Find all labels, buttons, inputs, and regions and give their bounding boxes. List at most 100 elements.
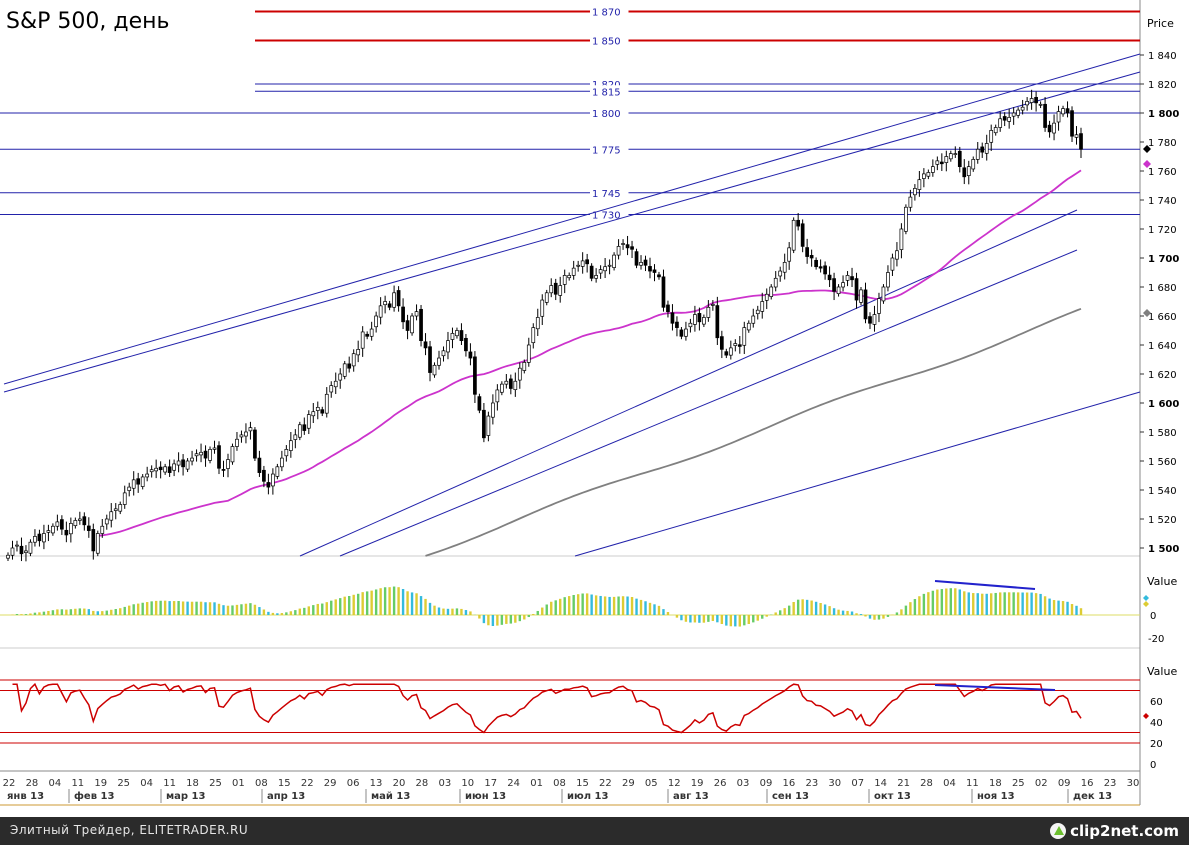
candle-body (239, 434, 244, 438)
level-label: 1 775 (592, 145, 621, 156)
candle-body (253, 429, 257, 459)
candle-body (230, 446, 235, 463)
candle-body (904, 206, 908, 232)
price-tick-label: 1 580 (1148, 428, 1177, 439)
oscillator-tick-label: -20 (1148, 634, 1164, 645)
clip2net-logo[interactable]: clip2net.com (1050, 820, 1179, 842)
date-tick-label: 25 (1012, 778, 1025, 789)
candle-body (652, 269, 657, 273)
footer-source: Элитный Трейдер, ELITETRADER.RU (10, 823, 249, 837)
date-tick-label: 18 (186, 778, 199, 789)
candle-body (850, 276, 854, 281)
axis-layer: Price 1 500 1 520 1 540 1 560 1 580 1 600 1 620… (0, 17, 1179, 806)
candle-body (248, 427, 253, 432)
candle-body (185, 460, 190, 470)
candle-body (347, 363, 352, 369)
candle-body (441, 350, 446, 357)
candle-body (796, 219, 801, 227)
candle-body (338, 373, 343, 381)
candle-body (675, 321, 679, 328)
candle-body (782, 262, 787, 273)
trend-line (339, 249, 1078, 557)
date-tick-label: 07 (851, 778, 864, 789)
oscillator-axis-label: Value (1147, 575, 1177, 588)
candle-body (639, 262, 643, 266)
date-tick-label: 12 (668, 778, 681, 789)
candle-body (432, 364, 437, 376)
date-tick-label: 29 (324, 778, 337, 789)
candle-body (288, 440, 293, 451)
candle-body (877, 298, 881, 314)
rsi-divergence-line (934, 684, 1056, 691)
candle-body (360, 331, 365, 349)
date-tick-label: 15 (576, 778, 589, 789)
candle-body (948, 153, 953, 160)
candle-body (51, 525, 55, 534)
date-tick-label: 11 (163, 778, 176, 789)
price-tick-label: 1 700 (1148, 254, 1179, 265)
trend-layer (3, 53, 1141, 557)
date-tick-label: 19 (691, 778, 704, 789)
candle-body (522, 362, 527, 371)
candle-body (60, 519, 64, 530)
candle-body (194, 453, 199, 457)
date-tick-label: 28 (26, 778, 39, 789)
candle-body (19, 545, 24, 555)
candle-body (100, 525, 105, 534)
candle-body (922, 173, 926, 179)
candle-body (396, 290, 401, 307)
candle-body (966, 166, 971, 176)
candle-body (711, 304, 715, 306)
candle-body (24, 550, 28, 553)
candle-body (998, 118, 1003, 128)
candle-body (719, 336, 724, 350)
candle-body (625, 244, 630, 249)
candle-body (1056, 111, 1061, 123)
candle-body (702, 317, 706, 325)
candle-body (508, 378, 513, 389)
candle-body (459, 330, 464, 341)
candle-body (1043, 103, 1047, 128)
candle-body (634, 251, 639, 266)
candle-body (787, 247, 792, 262)
candle-body (302, 424, 307, 431)
candle-body (163, 466, 167, 473)
candle-body (199, 451, 203, 456)
candle-body (172, 463, 176, 471)
candle-body (913, 188, 917, 196)
candle-body (553, 282, 558, 295)
date-tick-label: 06 (347, 778, 360, 789)
rsi-tick-label: 20 (1150, 739, 1163, 750)
candle-body (980, 146, 985, 153)
level-label: 1 800 (592, 109, 621, 120)
price-tick-label: 1 680 (1148, 283, 1177, 294)
month-label: ноя 13 (977, 791, 1015, 802)
candle-body (190, 457, 194, 462)
price-tick-label: 1 800 (1148, 109, 1179, 120)
candle-body (1025, 101, 1029, 106)
candle-body (203, 450, 208, 459)
candle-body (1065, 108, 1070, 114)
candle-body (221, 469, 226, 471)
candle-body (369, 328, 374, 337)
candle-body (1034, 96, 1038, 104)
price-tick-label: 1 640 (1148, 341, 1177, 352)
candle-body (266, 482, 271, 488)
candle-body (1011, 112, 1016, 117)
candle-body (244, 431, 248, 437)
rsi-tick-label: 40 (1150, 718, 1163, 729)
candle-body (306, 414, 311, 429)
date-tick-label: 02 (1035, 778, 1048, 789)
candle-body (576, 264, 581, 267)
candle-body (212, 447, 217, 450)
candle-body (567, 275, 572, 279)
date-tick-label: 04 (943, 778, 956, 789)
candle-body (149, 469, 154, 473)
candle-body (746, 322, 751, 331)
trend-line (3, 71, 1141, 393)
month-label: апр 13 (267, 791, 305, 802)
candle-body (95, 533, 100, 554)
candle-body (594, 275, 598, 279)
candle-body (562, 275, 567, 285)
date-tick-label: 29 (622, 778, 635, 789)
